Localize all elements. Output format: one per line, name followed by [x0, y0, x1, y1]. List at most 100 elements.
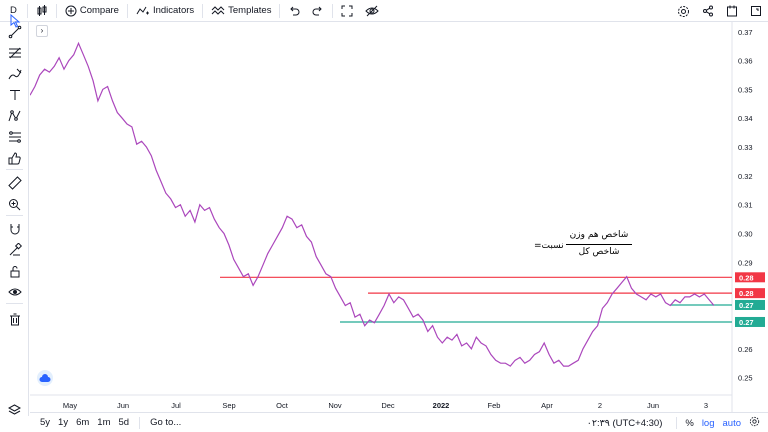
- fib-tool[interactable]: [5, 45, 24, 61]
- y-tick-label: 0.33: [738, 143, 753, 152]
- compare-button[interactable]: Compare: [59, 0, 125, 22]
- price-axis[interactable]: 0.37 0.36 0.35 0.34 0.33 0.32 0.31 0.30 0.29 0.28…: [731, 22, 753, 412]
- chart-settings-button[interactable]: [745, 416, 764, 430]
- interval-label: D: [10, 5, 17, 16]
- range-5y[interactable]: 5y: [40, 417, 51, 428]
- range-5d[interactable]: 5d: [118, 417, 130, 428]
- hide-drawings-button[interactable]: [359, 0, 385, 22]
- magnet-icon: [9, 223, 21, 236]
- trend-line-icon: [8, 25, 22, 39]
- brush-tool[interactable]: [5, 66, 24, 82]
- settings-icon: [749, 416, 760, 427]
- plus-circle-icon: [65, 5, 77, 17]
- stay-drawing-icon: [8, 243, 22, 257]
- level-price-label: 0.28: [739, 289, 754, 298]
- fullscreen-button[interactable]: [744, 0, 768, 22]
- bottom-divider: [139, 416, 141, 429]
- chart-type-button[interactable]: [30, 0, 54, 22]
- stay-drawing-tool[interactable]: [5, 242, 24, 258]
- ruler-tool[interactable]: [5, 175, 24, 191]
- expand-arrows-icon: [341, 5, 353, 17]
- share-button[interactable]: [696, 0, 720, 22]
- percent-toggle[interactable]: %: [685, 417, 694, 429]
- compare-label: Compare: [79, 5, 119, 16]
- measure-tool[interactable]: [5, 129, 24, 145]
- x-tick-label: Nov: [328, 401, 342, 410]
- indicators-button[interactable]: Indicators: [130, 0, 200, 22]
- expand-legend-button[interactable]: ›: [36, 25, 48, 37]
- toolbar-divider: [332, 3, 334, 18]
- x-tick-label: Sep: [222, 401, 235, 410]
- share-icon: [702, 5, 714, 17]
- formula-lhs: نسبت=: [534, 241, 564, 251]
- x-tick-label: 3: [704, 401, 708, 410]
- lock-icon: [9, 265, 21, 278]
- tool-divider: [6, 303, 23, 304]
- level-price-label: 0.28: [739, 273, 754, 282]
- interval-button[interactable]: D: [0, 0, 25, 22]
- redo-icon: [312, 5, 324, 17]
- level-price-label: 0.27: [739, 301, 754, 310]
- goto-button[interactable]: Go to...: [150, 417, 182, 428]
- logo-badge[interactable]: [37, 370, 53, 386]
- y-tick-label: 0.36: [738, 57, 753, 66]
- cloud-logo-icon: [39, 373, 51, 383]
- level-price-tag: [735, 272, 765, 283]
- horizontal-levels: [220, 276, 732, 323]
- undo-icon: [288, 5, 300, 17]
- toolbar-divider: [126, 3, 128, 18]
- x-tick-label: Jun: [647, 401, 659, 410]
- trend-line-tool[interactable]: [5, 24, 24, 40]
- price-chart[interactable]: 0.37 0.36 0.35 0.34 0.33 0.32 0.31 0.30 0.29 0.28…: [29, 22, 768, 416]
- redo-button[interactable]: [306, 0, 330, 22]
- x-tick-label: May: [63, 401, 77, 410]
- like-tool[interactable]: [5, 150, 24, 166]
- indicators-label: Indicators: [152, 5, 195, 16]
- time-axis[interactable]: May Jun Jul Sep Oct Nov Dec 2022 Feb Apr 2 Jun 3: [30, 394, 732, 410]
- log-toggle[interactable]: log: [701, 417, 715, 429]
- eye-crossed-icon: [365, 5, 380, 17]
- formula-denominator: شاخص کل: [578, 247, 620, 257]
- object-tree-tool[interactable]: [5, 402, 24, 418]
- y-tick-label: 0.34: [738, 114, 753, 123]
- undo-button[interactable]: [282, 0, 306, 22]
- settings-icon: [677, 5, 690, 18]
- text-tool[interactable]: [5, 87, 24, 103]
- remove-tool[interactable]: [5, 311, 24, 327]
- price-labels: 0.28 0.28 0.27 0.27: [735, 272, 765, 327]
- range-1y[interactable]: 1y: [58, 417, 69, 428]
- auto-toggle[interactable]: auto: [722, 417, 742, 429]
- y-tick-label: 0.35: [738, 85, 753, 94]
- candles-icon: [36, 4, 48, 17]
- x-tick-label: Feb: [488, 401, 501, 410]
- chart-pane[interactable]: 0.37 0.36 0.35 0.34 0.33 0.32 0.31 0.30 0.29 0.28…: [29, 22, 768, 416]
- y-tick-label: 0.26: [738, 345, 753, 354]
- fullscreen-icon: [750, 5, 762, 17]
- range-1m[interactable]: 1m: [97, 417, 111, 428]
- settings-button[interactable]: [671, 0, 696, 22]
- formula-fraction-bar: [566, 244, 632, 245]
- fullscreen-toggle-button[interactable]: [335, 0, 359, 22]
- pattern-tool[interactable]: [5, 108, 24, 124]
- y-tick-label: 0.30: [738, 229, 753, 238]
- templates-label: Templates: [228, 5, 272, 16]
- ratio-formula-annotation: نسبت= شاخص هم وزن شاخص کل: [534, 230, 634, 262]
- cursor-tool[interactable]: [5, 13, 24, 29]
- templates-button[interactable]: Templates: [205, 0, 277, 22]
- magnet-tool[interactable]: [5, 221, 24, 237]
- visibility-tool[interactable]: [5, 284, 24, 300]
- lock-tool[interactable]: [5, 263, 24, 279]
- timezone-display[interactable]: ۰۲:۳۹ (UTC+4:30): [586, 417, 663, 429]
- measure-icon: [8, 130, 22, 144]
- tool-divider: [6, 169, 23, 170]
- y-tick-label: 0.29: [738, 258, 753, 267]
- bottom-right: ۰۲:۳۹ (UTC+4:30) % log auto: [583, 413, 768, 432]
- snapshot-button[interactable]: [720, 0, 744, 22]
- x-tick-label: Apr: [541, 401, 553, 410]
- pattern-icon: [8, 109, 22, 123]
- drawing-toolbar: [0, 14, 29, 418]
- level-price-tag: [735, 299, 765, 310]
- range-6m[interactable]: 6m: [76, 417, 90, 428]
- zoom-tool[interactable]: [5, 196, 24, 212]
- top-toolbar: D Compare Indicators Templates: [0, 0, 768, 22]
